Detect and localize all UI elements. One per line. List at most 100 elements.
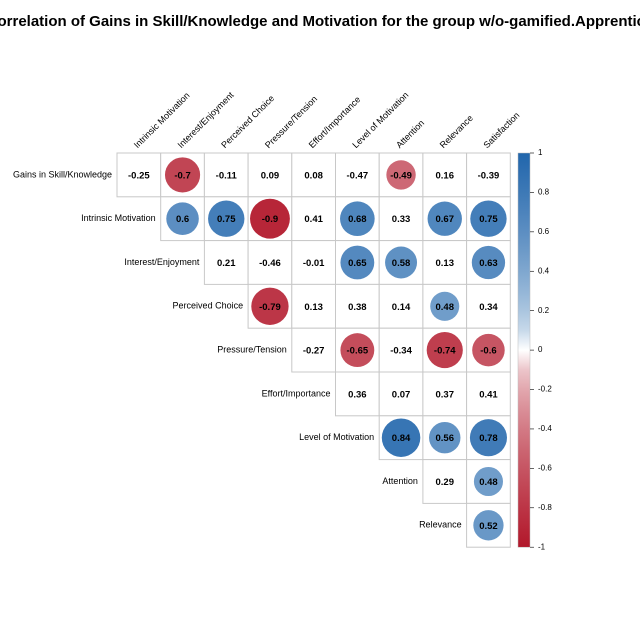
cell xyxy=(466,283,511,329)
colorbar-tick-label: -0.8 xyxy=(538,503,552,512)
cell xyxy=(291,196,336,242)
cell xyxy=(422,459,468,504)
value-label: -0.46 xyxy=(259,258,281,269)
colorbar xyxy=(517,152,531,548)
circle-mark xyxy=(340,333,375,368)
value-label: 0.09 xyxy=(261,170,280,181)
circle-mark xyxy=(430,291,460,321)
circle-mark xyxy=(208,200,245,237)
colorbar-tick-label: -0.6 xyxy=(538,463,552,472)
value-label: -0.65 xyxy=(347,346,369,357)
value-label: 0.78 xyxy=(479,433,498,444)
cell xyxy=(422,152,468,198)
column-label: Relevance xyxy=(438,113,475,150)
circle-mark xyxy=(427,201,462,236)
value-label: 0.6 xyxy=(176,214,189,225)
cell xyxy=(291,283,336,329)
value-label: 0.13 xyxy=(304,302,323,313)
circle-mark xyxy=(340,245,375,280)
row-label: Interest/Enjoyment xyxy=(124,257,200,267)
circle-mark xyxy=(471,245,506,280)
value-label: -0.74 xyxy=(434,346,456,357)
row-label: Level of Motivation xyxy=(299,432,374,442)
value-label: 0.38 xyxy=(348,302,367,313)
value-label: 0.13 xyxy=(436,258,455,269)
cell xyxy=(291,240,336,285)
circle-mark xyxy=(250,198,290,239)
circle-mark xyxy=(429,421,461,454)
circle-mark xyxy=(251,287,289,325)
row-label: Attention xyxy=(382,476,418,486)
row-label: Pressure/Tension xyxy=(217,344,287,354)
circle-mark xyxy=(340,201,375,237)
colorbar-tick-label: 0.6 xyxy=(538,227,550,236)
circle-mark xyxy=(426,332,463,369)
value-label: 0.21 xyxy=(217,258,236,269)
row-label: Relevance xyxy=(419,520,462,530)
value-label: -0.27 xyxy=(303,346,325,357)
cell xyxy=(291,327,336,373)
row-label: Effort/Importance xyxy=(262,388,331,398)
value-label: 0.14 xyxy=(392,302,411,313)
cell xyxy=(422,240,468,285)
cell xyxy=(378,196,424,242)
circle-mark xyxy=(469,419,507,457)
column-label: Satisfaction xyxy=(481,110,521,150)
value-label: 0.33 xyxy=(392,214,411,225)
row-label: Perceived Choice xyxy=(173,301,244,311)
value-label: 0.58 xyxy=(392,258,411,269)
value-label: 0.67 xyxy=(436,214,455,225)
cell xyxy=(247,240,293,285)
cell xyxy=(422,371,468,417)
column-label: Attention xyxy=(394,118,426,150)
value-label: -0.39 xyxy=(478,170,500,181)
value-label: 0.75 xyxy=(479,214,498,225)
value-label: 0.41 xyxy=(479,389,498,400)
value-label: 0.08 xyxy=(304,170,323,181)
colorbar-tick-label: -1 xyxy=(538,542,546,551)
circle-mark xyxy=(472,333,505,367)
colorbar-tick-label: 0.4 xyxy=(538,266,550,275)
value-label: -0.47 xyxy=(347,170,369,181)
circle-mark xyxy=(386,160,416,190)
colorbar-tick-label: 1 xyxy=(538,148,543,157)
cell xyxy=(291,152,336,198)
colorbar-tick-label: 0.2 xyxy=(538,306,550,315)
value-label: 0.68 xyxy=(348,214,367,225)
value-label: 0.63 xyxy=(479,258,498,269)
circle-mark xyxy=(473,466,503,497)
value-label: 0.75 xyxy=(217,214,236,225)
value-label: 0.56 xyxy=(436,433,455,444)
colorbar-tick-label: 0 xyxy=(538,345,543,354)
value-label: 0.48 xyxy=(436,302,455,313)
value-label: 0.48 xyxy=(479,477,498,488)
cell xyxy=(335,283,380,329)
value-label: -0.6 xyxy=(480,346,496,357)
value-label: 0.37 xyxy=(436,389,455,400)
circle-mark xyxy=(166,202,199,235)
value-label: 0.65 xyxy=(348,258,367,269)
value-label: 0.29 xyxy=(436,477,455,488)
row-label: Intrinsic Motivation xyxy=(81,213,156,223)
colorbar-tick-label: 0.8 xyxy=(538,188,550,197)
value-label: -0.01 xyxy=(303,258,325,269)
circle-mark xyxy=(381,418,421,457)
value-label: -0.25 xyxy=(128,170,150,181)
value-label: -0.9 xyxy=(262,214,278,225)
chart-title: Correlation of Gains in Skill/Knowledge … xyxy=(0,13,640,30)
colorbar-tick-label: -0.4 xyxy=(538,424,552,433)
cell xyxy=(203,152,249,198)
value-label: -0.7 xyxy=(174,170,190,181)
cell xyxy=(247,152,293,198)
value-label: 0.52 xyxy=(479,521,498,532)
value-label: 0.84 xyxy=(392,433,411,444)
circle-mark xyxy=(164,157,201,193)
colorbar-tick-label: -0.2 xyxy=(538,385,552,394)
value-label: 0.41 xyxy=(304,214,323,225)
circle-mark xyxy=(385,246,418,279)
value-label: 0.36 xyxy=(348,389,367,400)
row-label: Gains in Skill/Knowledge xyxy=(13,169,112,179)
circle-mark xyxy=(470,200,507,237)
